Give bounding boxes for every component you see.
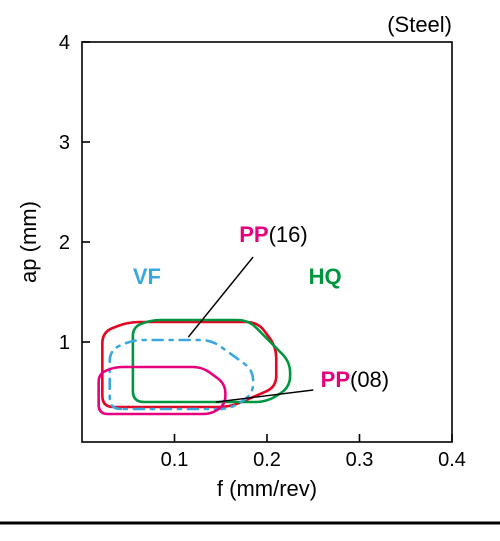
chart-heading: (Steel) xyxy=(387,12,452,37)
series-label-pp08: PP(08) xyxy=(321,367,389,392)
x-tick-label: 0.4 xyxy=(438,449,466,471)
y-tick-label: 1 xyxy=(59,332,70,354)
x-tick-label: 0.2 xyxy=(253,449,281,471)
series-label-part: HQ xyxy=(309,264,342,289)
series-label-hq: HQ xyxy=(309,264,342,289)
series-label-part: PP xyxy=(321,367,350,392)
series-label-part: PP xyxy=(239,222,268,247)
y-tick-label: 3 xyxy=(59,132,70,154)
y-axis-label: ap (mm) xyxy=(16,201,41,283)
chart-svg: (Steel) 0.1 0.2 0.3 0.4 1 2 3 4 f (mm/rev) ap (mm)… xyxy=(0,0,500,541)
y-tick-label: 2 xyxy=(59,232,70,254)
series-label-part: VF xyxy=(133,264,161,289)
x-tick-label: 0.1 xyxy=(161,449,189,471)
series-label-pp16: PP(16) xyxy=(239,222,307,247)
chart-bg xyxy=(0,0,500,541)
y-tick-label: 4 xyxy=(59,32,70,54)
series-label-vf: VF xyxy=(133,264,161,289)
chart-container: { "chart": { "type": "region-outline", "… xyxy=(0,0,500,541)
series-label-part: (08) xyxy=(350,367,389,392)
x-axis-label: f (mm/rev) xyxy=(217,476,317,501)
series-label-part: (16) xyxy=(269,222,308,247)
x-tick-label: 0.3 xyxy=(346,449,374,471)
